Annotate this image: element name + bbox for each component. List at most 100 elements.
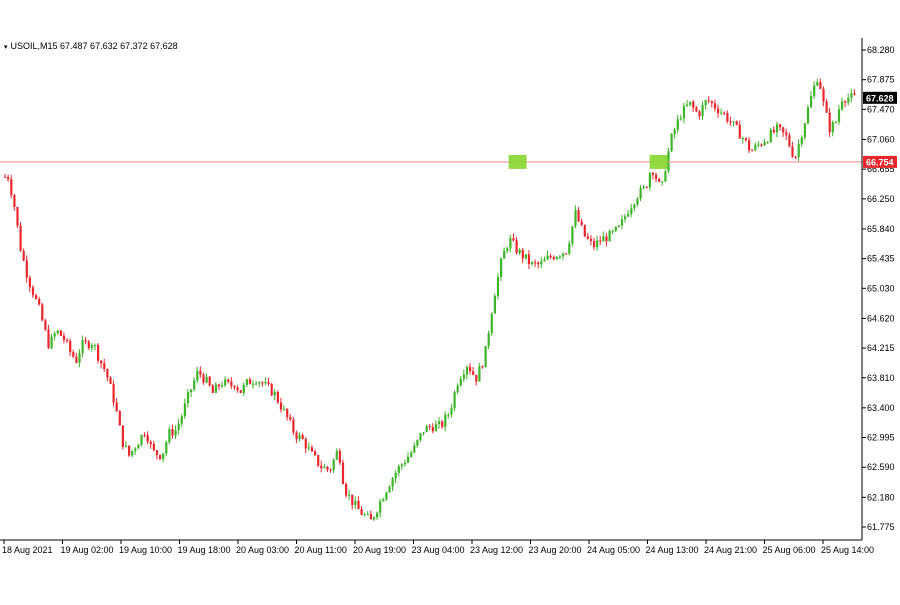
current-price-label: 67.628: [866, 93, 894, 103]
candle-body: [779, 124, 782, 128]
candle-body: [366, 514, 369, 516]
candle-body: [478, 366, 481, 382]
candle-body: [527, 254, 531, 265]
candle-body: [22, 250, 25, 261]
candle-body: [286, 408, 289, 418]
candle-body: [465, 366, 469, 375]
candle-body: [81, 340, 84, 354]
candle-body: [841, 101, 844, 110]
candle-body: [624, 216, 627, 220]
candle-body: [186, 392, 190, 404]
candle-body: [496, 276, 500, 296]
candle-body: [97, 345, 100, 361]
candle-body: [413, 445, 416, 453]
candle-body: [394, 472, 397, 479]
candle-body: [593, 241, 596, 248]
candle-body: [31, 287, 35, 296]
candle-body: [128, 445, 131, 456]
candle-body: [90, 345, 93, 349]
y-tick-label: 63.400: [867, 403, 895, 413]
current-price-tag: [863, 91, 897, 104]
candle-body: [255, 383, 258, 385]
x-tick-label: 23 Aug 20:00: [529, 545, 582, 555]
level-price-label: 66.754: [866, 157, 894, 167]
candle-body: [363, 514, 366, 516]
x-tick-label: 19 Aug 10:00: [119, 545, 172, 555]
candle-body: [506, 248, 509, 251]
candle-body: [124, 445, 128, 447]
candle-body: [456, 385, 459, 393]
candle-body: [633, 204, 636, 209]
candle-body: [69, 340, 72, 353]
candle-body: [224, 379, 227, 386]
candle-body: [500, 258, 503, 277]
candle-body: [354, 500, 357, 506]
candle-body: [596, 240, 599, 248]
candle-body: [410, 452, 413, 457]
candle-body: [360, 509, 363, 515]
candle-body: [152, 443, 155, 451]
candle-body: [580, 221, 583, 225]
candle-body: [211, 385, 214, 393]
candle-body: [729, 121, 732, 123]
candle-body: [50, 336, 53, 349]
candle-body: [267, 381, 270, 384]
candle-body: [766, 142, 769, 144]
candle-body: [475, 374, 478, 382]
candle-body: [310, 447, 314, 452]
candle-body: [345, 483, 348, 496]
candle-body: [239, 390, 242, 393]
x-tick-label: 23 Aug 04:00: [412, 545, 465, 555]
candle-body: [751, 150, 754, 152]
y-tick-label: 65.030: [867, 283, 895, 293]
candle-body: [614, 226, 617, 231]
candle-body: [828, 112, 831, 133]
y-tick-label: 62.995: [867, 433, 895, 443]
candle-body: [462, 374, 465, 379]
candle-body: [493, 295, 496, 314]
candle-body: [35, 295, 38, 299]
candle-body: [822, 88, 825, 102]
candle-body: [537, 262, 540, 265]
candle-body: [788, 135, 791, 147]
candle-body: [450, 408, 453, 415]
candle-body: [810, 95, 813, 108]
candle-body: [546, 255, 549, 260]
candle-body: [555, 256, 558, 260]
candle-body: [19, 225, 22, 251]
candle-body: [183, 403, 186, 417]
candle-body: [264, 381, 267, 384]
candle-body: [754, 144, 757, 151]
candle-body: [143, 434, 146, 436]
candle-body: [391, 478, 394, 487]
candle-body: [93, 345, 97, 347]
highlight-box: [649, 154, 668, 169]
highlight-layer: [508, 154, 668, 169]
candle-body: [121, 425, 124, 447]
candle-body: [748, 140, 751, 151]
candle-body: [190, 389, 193, 393]
candle-body: [106, 368, 109, 378]
candle-body: [137, 444, 140, 449]
symbol-info-text: USOIL,M15 67.487 67.632 67.372 67.628: [10, 41, 178, 51]
candle-body: [196, 370, 199, 381]
candle-body: [682, 106, 686, 119]
candle-body: [775, 124, 779, 133]
candle-body: [314, 451, 317, 456]
candle-body: [41, 304, 44, 321]
candle-body: [717, 108, 720, 114]
candle-body: [571, 226, 574, 244]
candle-body: [744, 138, 748, 141]
y-tick-label: 67.060: [867, 134, 895, 144]
candle-body: [338, 450, 341, 463]
candle-body: [320, 465, 323, 469]
candle-body: [431, 427, 434, 432]
candle-body: [515, 240, 518, 253]
chart-marker-icon: ▾: [4, 44, 8, 51]
candle-body: [524, 254, 527, 259]
symbol-header: ▾ USOIL,M15 67.487 67.632 67.372 67.628: [4, 41, 178, 51]
candle-body: [131, 450, 134, 456]
candle-body: [372, 517, 376, 520]
